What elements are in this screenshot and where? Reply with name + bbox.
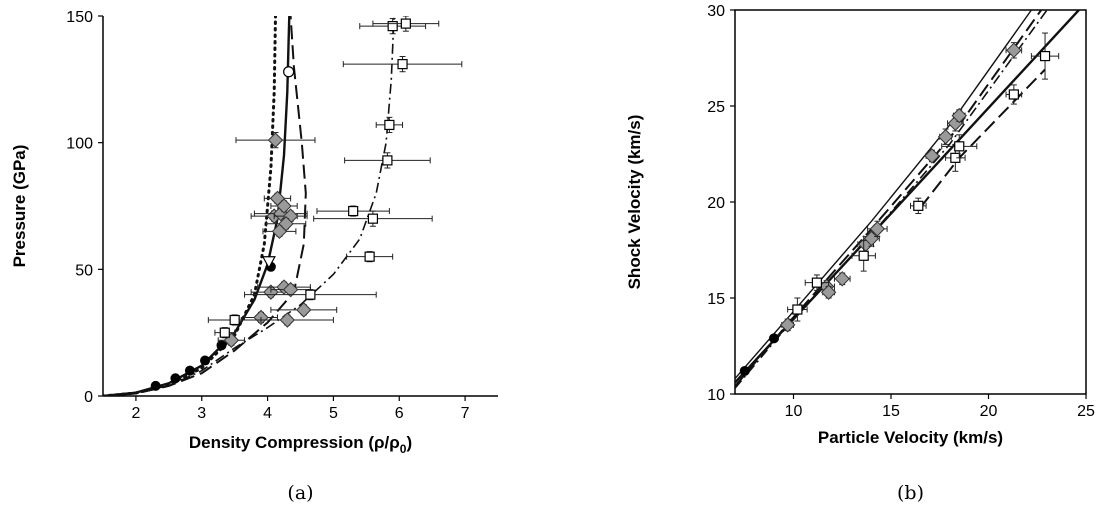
fit-curve-solid [735,10,1081,384]
plot-area [103,16,463,396]
data-point-gray-diamond [937,129,954,145]
data-point-open-square [305,289,316,300]
x-tick-label: 25 [1077,403,1095,420]
data-point-open-square [219,327,230,338]
panel-b-shock-vs-particle-velocity: 10 15 20 25 10 15 20 25 30 Particle Velocity (km/… [625,3,1095,504]
x-tick-label: 10 [785,403,803,420]
data-point-open-triangle [261,256,276,269]
data-point-filled-circle [200,355,211,366]
y-tick-label: 50 [75,262,93,279]
data-point-open-square [400,18,411,29]
data-point-gray-diamond [267,132,284,148]
data-point-gray-diamond [282,281,299,298]
data-point-open-square [384,119,395,131]
fit-curve-solid [103,16,291,396]
data-point-gray-diamond [296,302,312,318]
data-point-open-circle [283,66,295,78]
y-tick-label: 25 [707,99,725,116]
data-point-open-square [367,213,379,224]
data-point-filled-circle [184,365,195,376]
x-axis-title: Density Compression (ρ/ρ0) [189,433,412,456]
x-tick-label: 5 [329,405,338,422]
y-tick-label: 10 [707,387,725,404]
data-point-filled-circle [150,380,161,391]
data-point-open-square [382,155,393,166]
x-axis-title-main: Particle Velocity (km/s) [818,428,1003,447]
data-point-open-square [913,200,924,211]
data-point-gray-diamond [820,284,837,300]
fit-curve-long-dash [735,10,1043,387]
data-point-filled-circle [170,373,181,384]
x-tick-label: 20 [980,403,998,420]
data-point-gray-diamond [951,107,967,124]
data-point-open-square [387,21,398,32]
data-point-open-square [397,59,408,70]
data-point-gray-diamond [279,312,296,328]
x-axis-title-main: Density Compression (ρ/ρ [189,433,400,452]
x-tick-label: 4 [263,405,272,422]
data-point-gray-diamond [1006,42,1022,59]
data-point-gray-diamond [834,271,850,287]
y-tick-label: 150 [66,9,93,26]
data-point-gray-diamond [779,317,796,333]
data-point-open-square [811,277,823,288]
panel-label: (b) [897,482,924,504]
plot-frame [734,9,1087,395]
y-axis-title: Shock Velocity (km/s) [625,115,644,290]
data-point-gray-diamond [271,223,288,240]
panel-label: (a) [287,482,313,504]
fit-curve-solid-thin [735,10,1032,380]
data-point-open-square [792,304,803,315]
x-tick-label: 7 [461,405,470,422]
data-point-gray-diamond [924,148,940,164]
data-point-open-square [1039,50,1051,62]
data-point-open-square [858,250,869,261]
x-axis-title-close: ) [406,433,412,452]
data-point-open-square [229,314,240,326]
data-point-open-square [348,205,359,217]
y-tick-label: 15 [707,291,725,308]
data-point-gray-diamond [276,198,292,214]
data-point-filled-circle [216,340,227,351]
data-point-filled-circle [739,365,750,376]
plot-area [735,10,1081,389]
x-axis-title: Particle Velocity (km/s) [818,428,1003,447]
x-tick-label: 2 [131,405,140,422]
y-axis-title: Pressure (GPa) [10,145,29,268]
data-point-open-square [954,141,965,152]
fit-curve-dash-dot [103,16,395,396]
data-point-open-square [364,251,375,262]
y-tick-label: 30 [707,3,725,20]
data-point-gray-diamond [869,221,886,237]
y-tick-label: 0 [84,389,93,406]
x-tick-label: 3 [197,405,206,422]
x-tick-label: 6 [395,405,404,422]
data-point-open-square [1008,89,1019,100]
x-tick-label: 15 [882,403,900,420]
x-axis-title-subscript: 0 [400,442,407,456]
y-tick-label: 20 [707,195,725,212]
data-point-filled-circle [769,333,779,344]
y-tick-label: 100 [66,136,93,153]
